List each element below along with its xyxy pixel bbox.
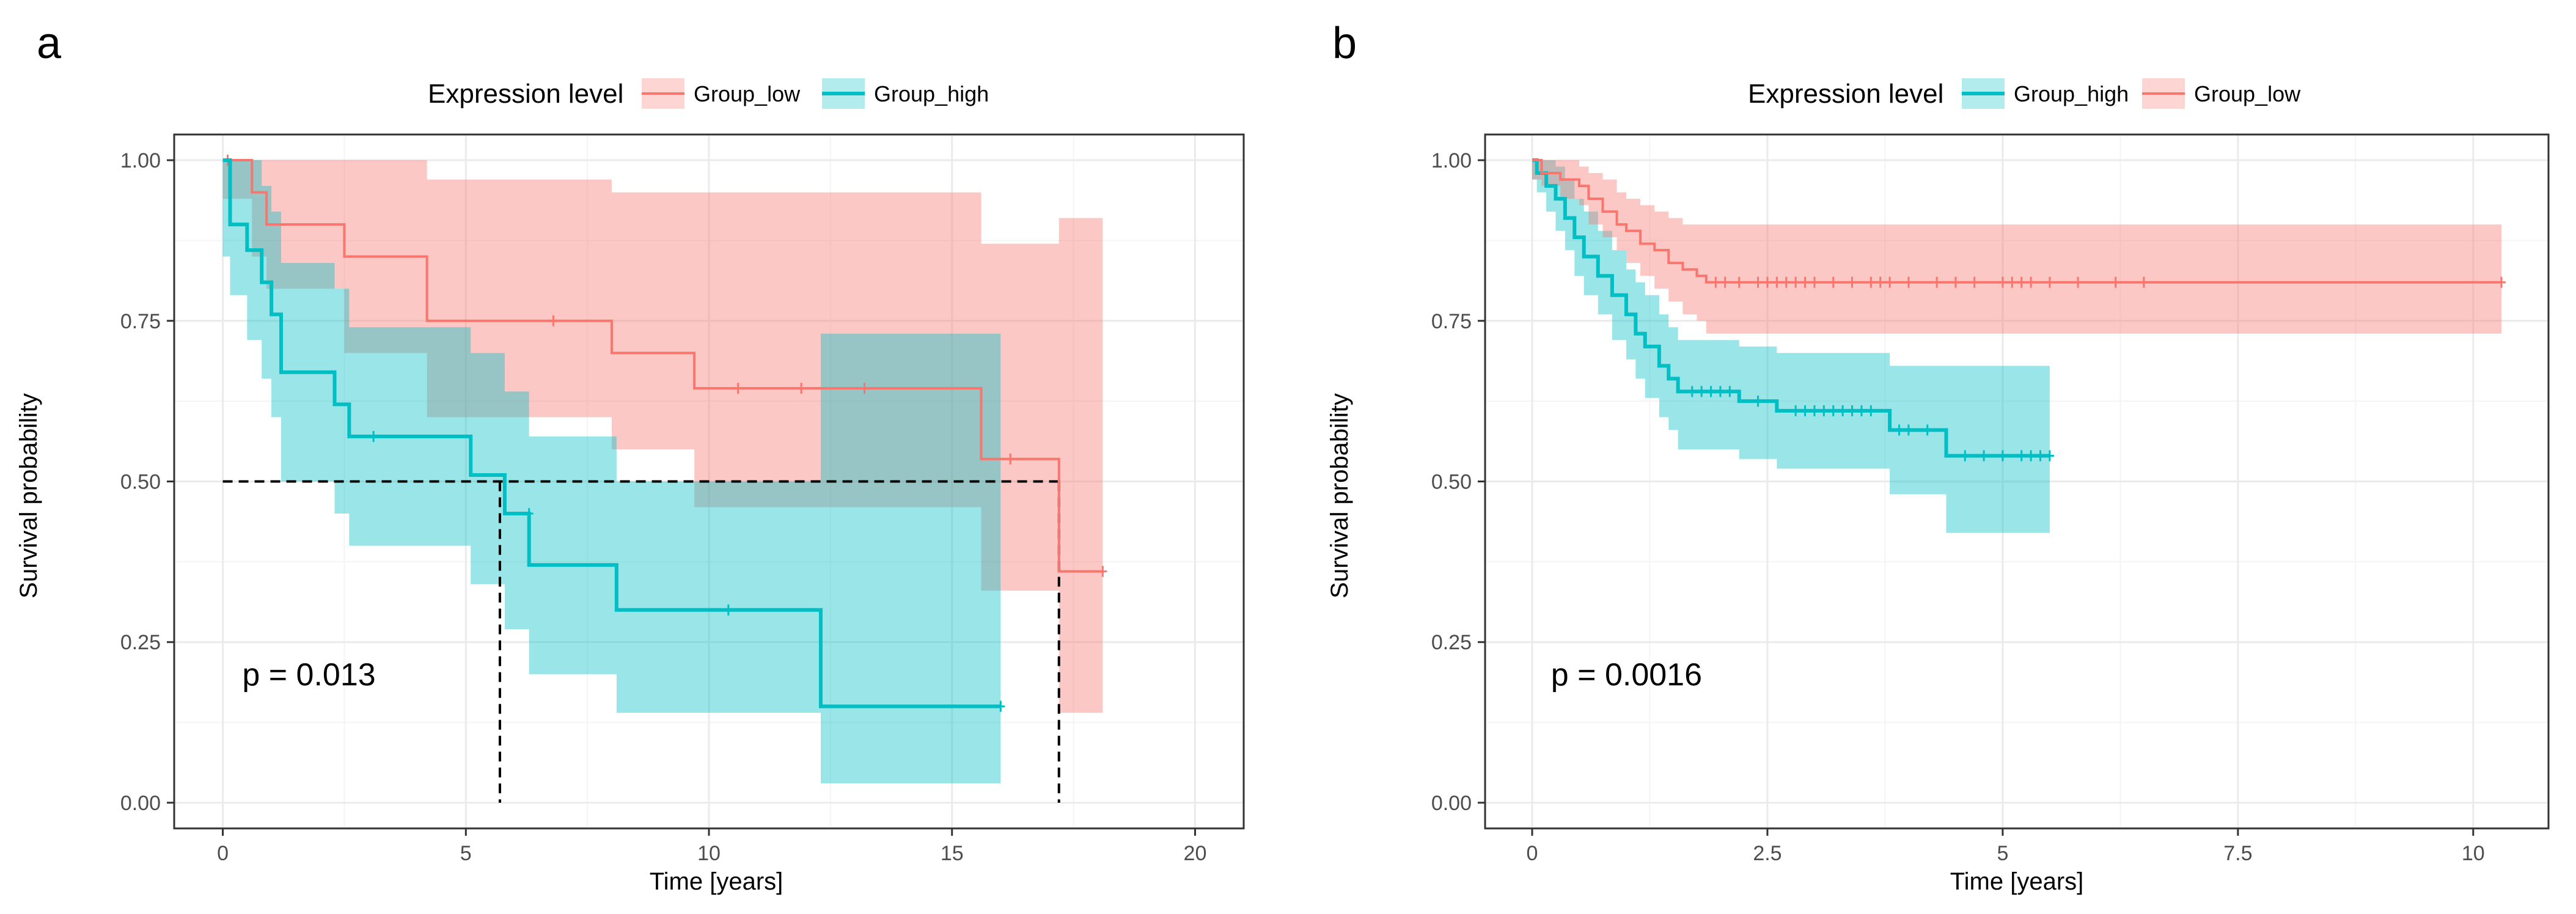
x-tick-label-a: 10 bbox=[697, 842, 721, 865]
survival-curve-high-a bbox=[222, 158, 1001, 709]
x-tick-label-a: 15 bbox=[941, 842, 964, 865]
ci-band-low-b bbox=[1532, 160, 2502, 334]
survival-curve-high-b bbox=[1532, 158, 2050, 458]
x-tick-label-b: 10 bbox=[2462, 842, 2485, 865]
y-tick-label-b: 0.50 bbox=[1431, 471, 1472, 494]
x-axis-title-b: Time [years] bbox=[1950, 868, 2084, 895]
panel-a: a Expression level Group_low Group_high … bbox=[15, 19, 1245, 895]
survival-curve-low-a bbox=[222, 159, 1103, 573]
ci-band-high-a bbox=[222, 160, 1001, 784]
annotation-p-b: p = 0.0016 bbox=[1551, 657, 1702, 693]
legend-title-b: Expression level bbox=[1748, 79, 1943, 109]
legend-title-a: Expression level bbox=[428, 79, 623, 109]
legend-label-low-b: Group_low bbox=[2194, 81, 2301, 106]
y-tick-label-b: 0.75 bbox=[1431, 310, 1472, 333]
x-tick-label-b: 0 bbox=[1527, 842, 1538, 865]
y-axis-title-a: Survival probability bbox=[15, 393, 42, 599]
ci-band-low-a bbox=[222, 160, 1103, 713]
x-tick-label-a: 5 bbox=[460, 842, 472, 865]
x-axis-title-a: Time [years] bbox=[650, 868, 783, 895]
plot-area-b: 0 2.5 5 7.5 10 0.00 0.25 0.50 0.75 1.00 bbox=[1431, 133, 2550, 865]
legend-b: Expression level Group_high Group_low bbox=[1748, 78, 2301, 109]
legend-label-low-a: Group_low bbox=[694, 81, 801, 106]
legend-label-high-b: Group_high bbox=[2014, 81, 2129, 106]
y-axis-title-b: Survival probability bbox=[1326, 393, 1353, 599]
survival-curve-low-b bbox=[1532, 159, 2502, 284]
panel-label-b: b bbox=[1332, 19, 1357, 68]
y-tick-label-a: 0.00 bbox=[120, 792, 161, 815]
x-tick-label-b: 2.5 bbox=[1753, 842, 1782, 865]
y-tick-label-a: 0.75 bbox=[120, 310, 161, 333]
x-tick-label-b: 7.5 bbox=[2223, 842, 2252, 865]
panel-b: b Expression level Group_high Group_low … bbox=[1326, 19, 2550, 895]
panel-label-a: a bbox=[37, 19, 62, 68]
legend-label-high-a: Group_high bbox=[874, 81, 989, 106]
ci-band-high-b bbox=[1532, 160, 2050, 533]
x-tick-label-a: 0 bbox=[217, 842, 229, 865]
y-tick-label-a: 0.50 bbox=[120, 471, 161, 494]
y-tick-label-b: 0.25 bbox=[1431, 631, 1472, 654]
legend-a: Expression level Group_low Group_high bbox=[428, 78, 989, 109]
y-tick-label-b: 1.00 bbox=[1431, 149, 1472, 172]
plot-area-a: 0 5 10 15 20 0.00 0.25 0.50 0.75 1.00 bbox=[120, 133, 1245, 865]
annotation-p-a: p = 0.013 bbox=[242, 657, 375, 693]
x-tick-label-a: 20 bbox=[1184, 842, 1207, 865]
y-tick-label-b: 0.00 bbox=[1431, 792, 1472, 815]
x-tick-label-b: 5 bbox=[1997, 842, 2008, 865]
y-tick-label-a: 0.25 bbox=[120, 631, 161, 654]
y-tick-label-a: 1.00 bbox=[120, 149, 161, 172]
